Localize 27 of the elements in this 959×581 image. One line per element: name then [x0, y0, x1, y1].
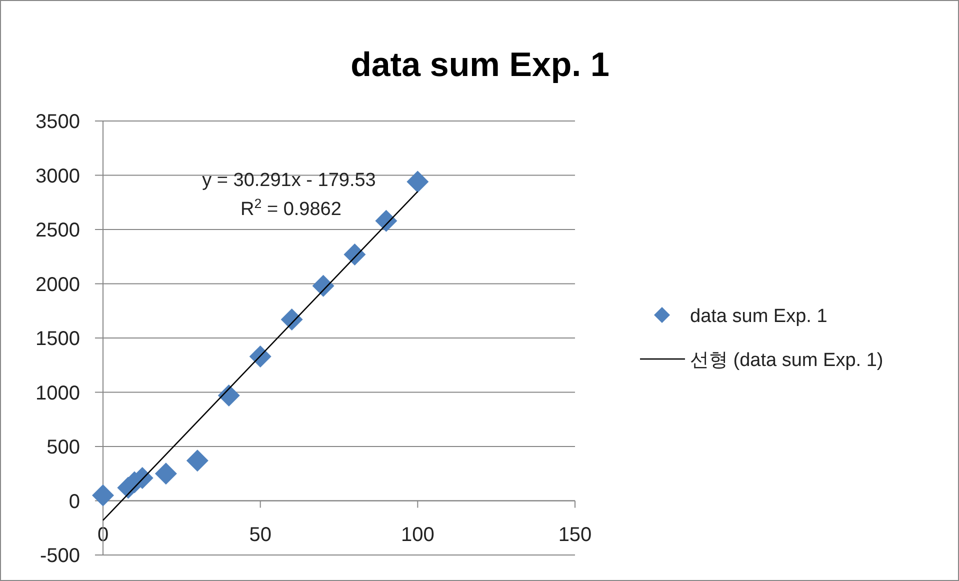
point	[344, 243, 366, 266]
y-tick-label: 1500	[36, 328, 80, 350]
x-tick-label: 100	[400, 524, 434, 546]
y-tick-label: 3500	[36, 111, 80, 133]
annotation: y = 30.291x - 179.53	[202, 170, 376, 191]
point	[186, 450, 208, 472]
x-tick-label: 150	[558, 524, 592, 546]
y-tick-label: 2500	[36, 220, 80, 242]
annotation: R$^{2}$ = 0.9862	[240, 196, 342, 220]
legend-label: 선형 (data sum Exp. 1)	[690, 350, 884, 371]
y-tick-label: 500	[46, 436, 80, 458]
point	[154, 462, 177, 485]
chart-title: data sum Exp. 1	[350, 46, 610, 84]
point	[92, 484, 114, 506]
point	[280, 308, 303, 331]
point	[406, 170, 429, 193]
point	[249, 345, 272, 368]
y-tick-label: 1000	[36, 382, 80, 404]
point	[218, 384, 240, 407]
x-tick-label: 50	[249, 524, 272, 546]
y-tick-label: 0	[68, 490, 80, 513]
point	[375, 210, 398, 232]
y-tick-label: 2000	[36, 274, 80, 296]
legend-label: data sum Exp. 1	[690, 306, 828, 327]
y-tick-label: -500	[40, 545, 80, 567]
point	[312, 274, 334, 297]
y-tick-label: 3000	[36, 165, 80, 188]
